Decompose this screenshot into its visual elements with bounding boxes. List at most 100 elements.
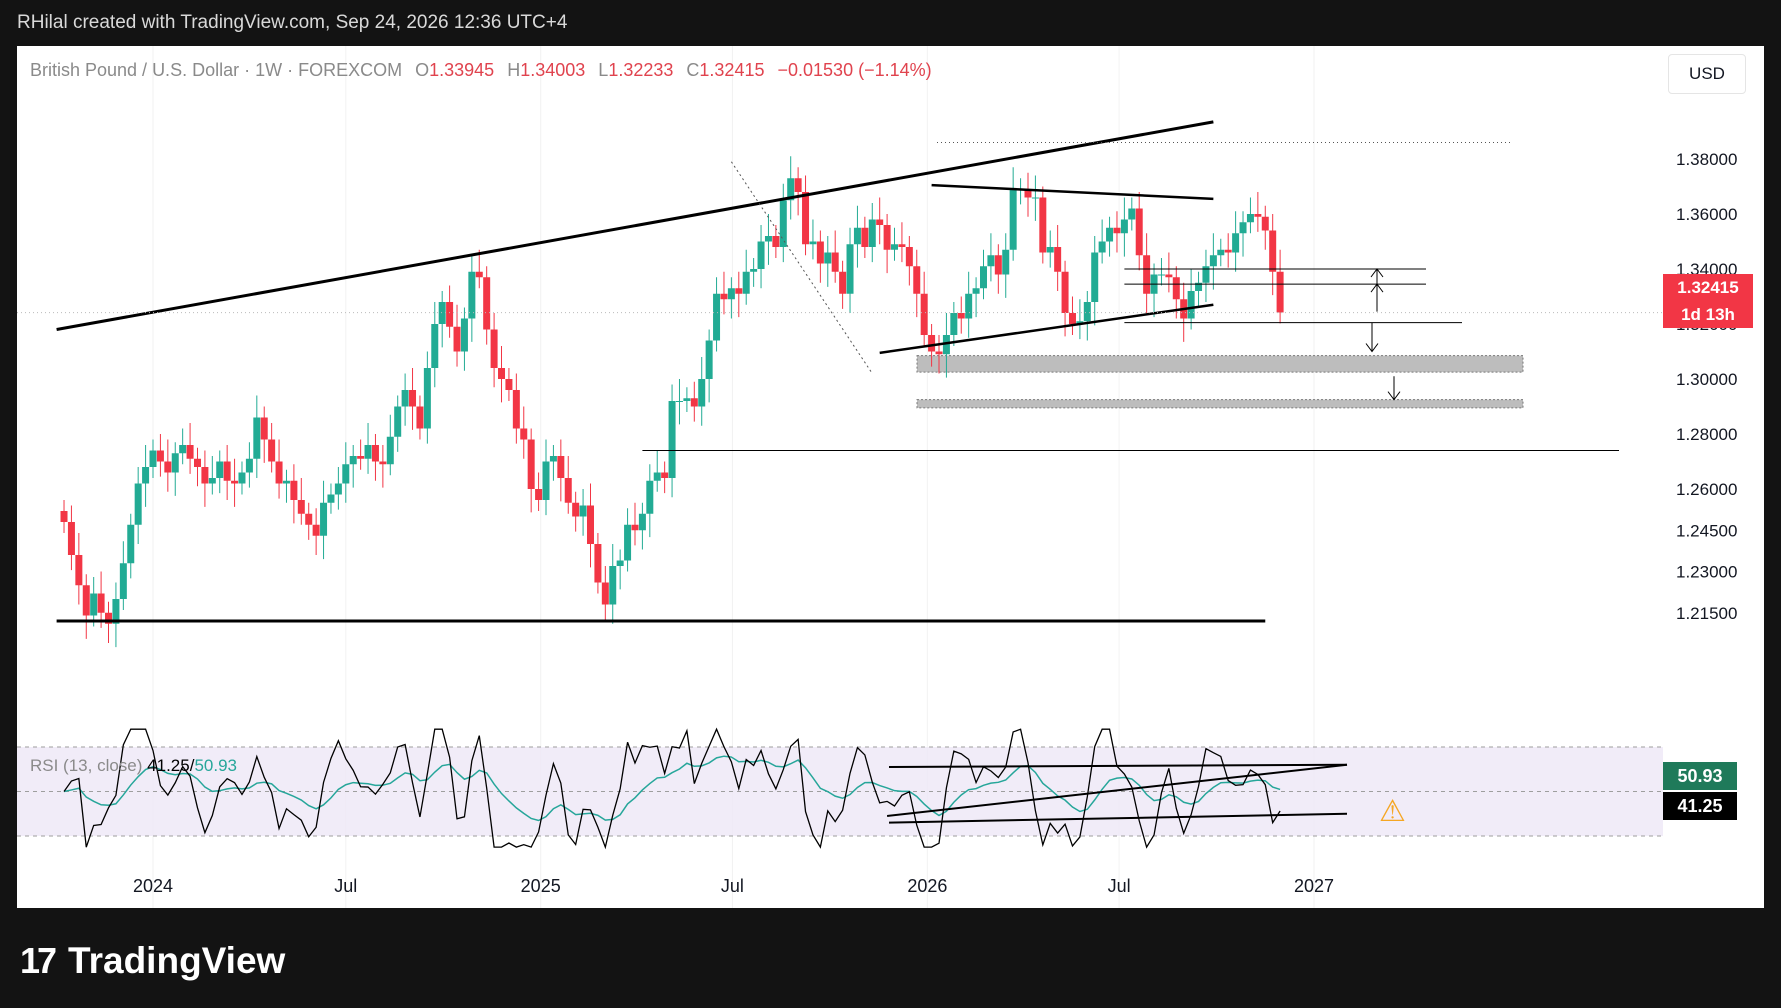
candle-body	[861, 227, 869, 247]
candle-body	[1187, 291, 1195, 319]
triangle-upper-line	[931, 183, 1214, 201]
warning-icon[interactable]: ⚠	[1379, 795, 1406, 828]
high-label: H	[507, 60, 521, 80]
candle-body	[802, 192, 810, 245]
candle-body	[253, 417, 261, 459]
candle-body	[839, 271, 847, 294]
candle-body	[142, 467, 150, 484]
rsi-triangle-lower-line	[888, 812, 1348, 824]
candle-body	[898, 244, 906, 247]
candle-body	[979, 266, 987, 289]
candle-body	[1224, 249, 1232, 253]
candle-body	[90, 593, 98, 616]
x-tick-label: Jul	[721, 876, 744, 896]
candle-body	[275, 461, 283, 484]
candle-body	[586, 505, 594, 544]
candle-body	[305, 513, 313, 525]
rsi-legend-value: 41.25	[147, 756, 190, 775]
candle-body	[653, 472, 661, 481]
candle-body	[97, 593, 105, 613]
rsi-band	[17, 747, 1663, 836]
candle-body	[1076, 321, 1084, 324]
candle-body	[787, 178, 795, 201]
candle-body	[950, 313, 958, 335]
candle-body	[1157, 274, 1165, 276]
candle-body	[735, 288, 743, 294]
candle-body	[231, 480, 239, 484]
close-label: C	[686, 60, 700, 80]
candle-body	[572, 502, 580, 517]
candle-body	[483, 277, 491, 330]
chart-svg[interactable]: 1.380001.360001.340001.320001.300001.280…	[17, 46, 1764, 908]
candle-body	[1276, 271, 1284, 313]
brand[interactable]: 17 TradingView	[20, 940, 285, 982]
symbol-legend: British Pound / U.S. Dollar · 1W · FOREX…	[30, 60, 932, 81]
chart-attribution: RHilal created with TradingView.com, Sep…	[17, 12, 568, 33]
candle-body	[186, 445, 194, 459]
y-tick-label: 1.24500	[1676, 521, 1737, 540]
candle-body	[1068, 313, 1076, 324]
currency-button[interactable]: USD	[1668, 54, 1746, 94]
candle-body	[401, 390, 409, 407]
candle-body	[490, 329, 498, 368]
rsi-legend: RSI (13, close) 41.25/50.93	[30, 756, 237, 776]
x-tick-label: 2025	[521, 876, 561, 896]
candle-body	[223, 461, 231, 481]
candle-body	[891, 244, 899, 250]
candle-body	[164, 461, 172, 473]
candle-body	[1009, 189, 1017, 250]
y-tick-label: 1.38000	[1676, 150, 1737, 169]
candle-body	[1002, 249, 1010, 275]
candle-body	[816, 241, 824, 264]
candle-body	[105, 612, 113, 624]
y-tick-label: 1.36000	[1676, 205, 1737, 224]
last-price-value: 1.32415	[1677, 278, 1739, 297]
candle-body	[1254, 214, 1262, 217]
candle-body	[1039, 197, 1047, 253]
y-tick-label: 1.28000	[1676, 425, 1737, 444]
support-zone	[916, 355, 1524, 373]
candle-body	[498, 368, 506, 379]
x-tick-label: Jul	[1108, 876, 1131, 896]
y-tick-label: 1.30000	[1676, 370, 1737, 389]
candle-body	[535, 489, 543, 500]
candle-body	[1202, 266, 1210, 283]
x-tick-label: Jul	[334, 876, 357, 896]
candle-body	[82, 585, 90, 616]
candle-body	[928, 335, 936, 352]
candle-body	[579, 505, 587, 517]
rsi-label: RSI (13, close)	[30, 756, 143, 775]
x-tick-label: 2027	[1294, 876, 1334, 896]
candle-body	[512, 390, 520, 429]
y-tick-label: 1.23000	[1676, 563, 1737, 582]
fib-diagonal-line	[730, 161, 873, 374]
candle-body	[438, 302, 446, 324]
candle-body	[957, 313, 965, 319]
candle-body	[876, 219, 884, 225]
candle-body	[297, 500, 305, 514]
symbol-name: British Pound / U.S. Dollar · 1W · FOREX…	[30, 60, 403, 80]
candle-body	[868, 219, 876, 247]
candle-body	[238, 472, 246, 484]
candle-body	[364, 445, 372, 459]
candle-body	[1195, 282, 1203, 291]
candle-body	[935, 351, 943, 355]
candle-body	[119, 563, 127, 599]
candle-body	[460, 318, 468, 352]
chart-frame[interactable]: 1.380001.360001.340001.320001.300001.280…	[17, 46, 1764, 908]
candle-body	[794, 178, 802, 192]
candle-body	[846, 244, 854, 294]
low-value: 1.32233	[608, 60, 674, 80]
candle-body	[245, 458, 253, 473]
candle-body	[1046, 247, 1054, 253]
candle-body	[505, 379, 513, 390]
candle-body	[216, 461, 224, 478]
candle-body	[668, 401, 676, 478]
candle-body	[942, 335, 950, 355]
close-value: 1.32415	[699, 60, 765, 80]
candle-body	[327, 494, 335, 503]
bar-countdown: 1d 13h	[1681, 305, 1735, 324]
candle-body	[290, 480, 298, 500]
candle-body	[883, 225, 891, 250]
candle-body	[905, 247, 913, 267]
